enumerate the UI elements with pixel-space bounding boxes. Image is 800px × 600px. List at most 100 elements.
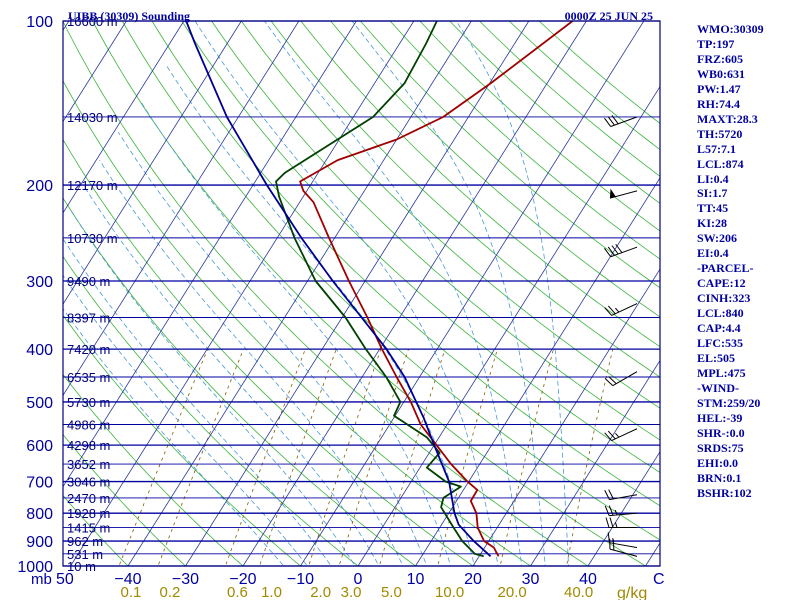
dry-adiabat-line	[359, 21, 660, 289]
temperature-tick-label: 40	[579, 571, 597, 588]
isotherm-line	[63, 21, 127, 123]
height-label: 9490 m	[67, 274, 110, 289]
moist-adiabat-line	[63, 238, 332, 566]
height-label: 12170 m	[67, 178, 118, 193]
moist-adiabat-line	[455, 21, 570, 566]
index-item: CINH:323	[697, 291, 751, 306]
index-item: WB0:631	[697, 66, 745, 81]
temperature-tick-label: 30	[522, 571, 540, 588]
mixing-ratio-tick-label: 0.2	[160, 584, 181, 600]
plot-frame	[62, 20, 661, 567]
moist-adiabats	[63, 21, 570, 566]
pressure-tick-label: 500	[26, 395, 53, 412]
wind-barb	[609, 188, 638, 199]
wind-barb	[607, 532, 638, 549]
index-item: MPL:475	[697, 365, 746, 380]
mixing-ratio-line	[259, 348, 337, 566]
mixing-ratio-line	[157, 348, 244, 566]
dry-adiabat-line	[300, 21, 660, 348]
isotherm-line	[587, 450, 660, 566]
parcel-profile-line	[185, 21, 492, 557]
height-label: 962 m	[67, 534, 103, 549]
mixing-ratio-tick-label: 1.0	[261, 584, 282, 600]
height-label: 10730 m	[67, 231, 118, 246]
wind-barb	[609, 538, 638, 557]
height-label: 14030 m	[67, 110, 118, 125]
dry-adiabat-line	[63, 314, 302, 566]
index-item: SHR-:0.0	[697, 425, 745, 440]
pressure-tick-label: 600	[26, 438, 53, 455]
wind-barb	[604, 303, 638, 316]
mixing-ratio-lines	[118, 348, 614, 566]
mixing-ratio-tick-label: 2.0	[310, 584, 331, 600]
height-label: 531 m	[67, 547, 103, 562]
isotherm-line	[63, 21, 357, 488]
height-label: 6535 m	[67, 370, 110, 385]
dry-adiabat-line	[63, 138, 474, 566]
mixing-ratio-line	[566, 349, 614, 566]
temperature-tick-label: −20	[229, 571, 256, 588]
index-item: EL:505	[697, 350, 736, 365]
isotherm-line	[63, 21, 300, 397]
index-item: RH:74.4	[697, 96, 740, 111]
dry-adiabat-line	[63, 494, 129, 566]
index-item: MAXT:28.3	[697, 111, 758, 126]
index-item: -WIND-	[697, 380, 739, 395]
sounding-series	[185, 21, 574, 558]
mixing-ratio-axis: 0.1 0.2 0.6 1.0 2.0 3.0 5.0 10.0 20.0 40.0	[121, 584, 594, 600]
pressure-tick-label: 200	[26, 178, 53, 195]
isotherm-line	[242, 21, 587, 566]
mixing-ratio-line	[378, 348, 446, 566]
index-item: LCL:840	[697, 306, 744, 321]
pressure-tick-label: 800	[26, 506, 53, 523]
temperature-tick-label: 0	[354, 571, 363, 588]
x-left-edge-label: 50	[56, 571, 74, 588]
index-item: BSHR:102	[697, 485, 752, 500]
mixing-ratio-line	[308, 348, 382, 566]
title-left: UIBB (30309) Sounding	[68, 9, 190, 23]
dry-adiabat-line	[92, 21, 647, 566]
height-label: 3652 m	[67, 457, 110, 472]
index-item: CAP:4.4	[697, 321, 741, 336]
mixing-ratio-tick-label: 3.0	[341, 584, 362, 600]
isotherm-line	[63, 21, 242, 305]
dry-adiabat-line	[330, 21, 660, 318]
moist-adiabat-line	[63, 274, 308, 566]
index-item: PW:1.47	[697, 81, 741, 96]
index-item: LCL:874	[697, 156, 744, 171]
height-labels: 16600 m 14030 m 12170 m 10730 m 9490 m 8397 m…	[67, 14, 118, 574]
moist-adiabat-line	[194, 21, 499, 566]
height-label: 7420 m	[67, 342, 110, 357]
temperature-tick-label: −40	[114, 571, 141, 588]
dry-adiabats	[63, 21, 660, 566]
moist-adiabat-line	[139, 100, 452, 566]
dry-adiabat-line	[121, 21, 660, 541]
wind-barb	[604, 243, 638, 258]
height-label: 1928 m	[67, 506, 110, 521]
moist-adiabat-line	[82, 184, 380, 566]
index-item: TT:45	[697, 201, 729, 216]
pressure-tick-label: 300	[26, 274, 53, 291]
wind-barb	[604, 115, 638, 127]
moist-adiabat-line	[68, 207, 356, 566]
isotherm-line	[357, 85, 660, 566]
mixing-ratio-line	[437, 348, 498, 566]
x-axis-unit: C	[653, 571, 665, 588]
index-item: HEL:-39	[697, 410, 743, 425]
height-label: 4986 m	[67, 417, 110, 432]
mixing-ratio-line	[499, 348, 554, 566]
isotherm-line	[530, 359, 660, 566]
dry-adiabat-line	[63, 197, 417, 566]
height-label: 5730 m	[67, 395, 110, 410]
height-label: 1415 m	[67, 521, 110, 536]
height-label: 4298 m	[67, 438, 110, 453]
mixing-ratio-line	[225, 348, 306, 566]
temperature-axis: −40 −30 −20 −10 0 10 20 30 40	[114, 571, 597, 588]
height-label: 2470 m	[67, 491, 110, 506]
isotherm-line	[0, 21, 11, 566]
wind-barb	[605, 517, 637, 529]
temperature-profile-line	[299, 21, 574, 557]
mixing-ratio-tick-label: 20.0	[498, 584, 527, 600]
pressure-axis: 100 200 300 400 500 600 700 800 900 1000	[17, 14, 53, 576]
temperature-tick-label: −10	[287, 571, 314, 588]
